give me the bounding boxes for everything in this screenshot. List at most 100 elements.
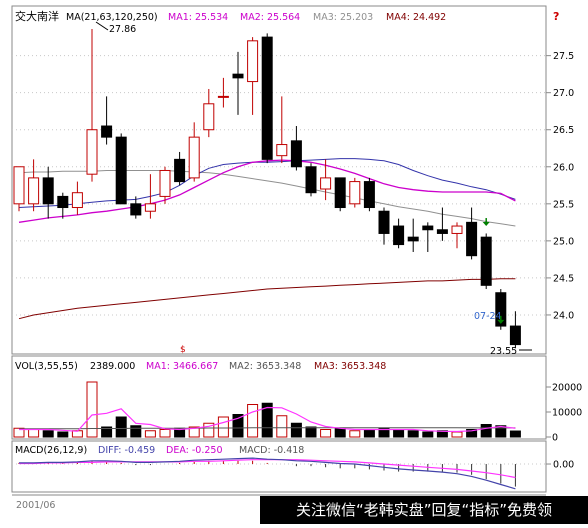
volume-bar	[305, 426, 317, 438]
candle-body	[495, 292, 507, 327]
candle-body	[130, 203, 142, 216]
volume-bar	[232, 414, 244, 438]
candle-body	[466, 221, 478, 257]
candlestick-layer	[13, 28, 521, 349]
candle-body	[290, 140, 302, 168]
candle-body	[436, 229, 448, 234]
candle-body	[276, 144, 288, 157]
ma1-legend: MA1: 25.534	[168, 12, 228, 23]
stock-name: 交大南洋	[15, 9, 59, 23]
volume-bar	[57, 431, 69, 438]
candle-body	[480, 236, 492, 286]
price-tick-label: 26.5	[553, 125, 574, 136]
candle-body	[42, 177, 54, 205]
grid-layer	[12, 55, 546, 465]
volume-bar	[247, 404, 259, 438]
macd-dea-legend: DEA: -0.250	[166, 445, 223, 456]
macd-legend-prefix: MACD(26,12,9)	[15, 445, 87, 456]
candle-body	[115, 136, 127, 205]
ma4-line	[18, 278, 516, 320]
volume-tick-label: 10000	[552, 408, 582, 419]
candle-body	[261, 36, 273, 160]
volume-bar	[188, 426, 200, 438]
volume-ma3-legend: MA3: 3653.348	[314, 361, 386, 372]
volume-bar	[130, 425, 142, 438]
price-tick-label: 25.0	[553, 236, 574, 247]
date-axis-label: 2001/06	[16, 500, 55, 511]
macd-layer	[18, 457, 516, 490]
watermark-banner: 关注微信“老韩实盘”回复“指标”免费领	[260, 496, 588, 524]
volume-bar	[509, 430, 521, 438]
candle-body	[159, 169, 171, 197]
volume-bar	[13, 427, 25, 438]
price-tick-label: 26.0	[553, 162, 574, 173]
macd-value-legend: MACD: -0.418	[239, 445, 304, 456]
volume-bar	[363, 429, 375, 438]
volume-bar	[276, 415, 288, 438]
macd-diff-line	[19, 457, 516, 490]
dividend-marker: $	[180, 345, 186, 355]
candle-body	[378, 210, 390, 234]
sell-signal-arrow	[497, 319, 505, 324]
high-price-annotation: 27.86	[109, 24, 136, 35]
candle-body	[188, 136, 200, 179]
candle-body	[217, 95, 229, 98]
volume-value-legend: 2389.000	[90, 361, 135, 372]
volume-bar	[407, 430, 419, 438]
volume-bar	[28, 429, 40, 438]
volume-bar	[320, 429, 332, 438]
volume-bar	[290, 422, 302, 438]
volume-bar	[393, 429, 405, 438]
candle-body	[13, 166, 25, 205]
candle-body	[144, 203, 156, 212]
candle-body	[28, 177, 40, 205]
price-panel-frame	[11, 5, 547, 355]
volume-bar	[144, 430, 156, 438]
candle-body	[509, 325, 521, 346]
volume-bar	[203, 422, 215, 438]
volume-bar	[86, 381, 98, 438]
volume-bar	[349, 430, 361, 438]
price-legend-prefix: MA(21,63,120,250)	[66, 12, 158, 23]
price-tick-label: 27.0	[553, 88, 574, 99]
volume-ma1-line	[19, 406, 516, 433]
price-tick-label: 25.5	[553, 199, 574, 210]
candle-body	[393, 225, 405, 246]
volume-bar	[422, 431, 434, 438]
candle-body	[232, 73, 244, 79]
candle-body	[422, 225, 434, 231]
volume-bar	[466, 429, 478, 438]
macd-diff-legend: DIFF: -0.459	[98, 445, 155, 456]
candle-body	[101, 125, 113, 138]
volume-bar	[480, 424, 492, 438]
high-annotation-pointer	[95, 21, 109, 31]
macd-tick-label: 0.00	[553, 460, 574, 471]
volume-bar	[451, 431, 463, 438]
candle-body	[203, 103, 215, 131]
candle-body	[71, 192, 83, 209]
candle-body	[349, 181, 361, 205]
candle-body	[363, 181, 375, 209]
price-tick-label: 27.5	[553, 51, 574, 62]
candle-body	[334, 177, 346, 209]
candle-body	[451, 225, 463, 234]
volume-bar	[217, 416, 229, 438]
volume-ma1-legend: MA1: 3466.667	[146, 361, 218, 372]
signal-arrows	[482, 218, 505, 324]
volume-ma2-legend: MA2: 3653.348	[229, 361, 301, 372]
volume-bar	[159, 429, 171, 438]
volume-bar	[115, 416, 127, 438]
volume-legend-prefix: VOL(3,55,55)	[15, 361, 78, 372]
candle-body	[86, 129, 98, 175]
help-icon[interactable]: ?	[553, 10, 559, 23]
candle-body	[174, 158, 186, 183]
ma3-legend: MA3: 25.203	[313, 12, 373, 23]
volume-bar	[495, 425, 507, 438]
ma2-legend: MA2: 25.564	[240, 12, 300, 23]
ma3-line	[18, 170, 516, 227]
volume-ma2-line	[19, 427, 516, 430]
axis-ticks-layer: 27.5 27.0 26.5 26.0 25.5 25.0 24.5 24.0 20000 100…	[546, 51, 582, 471]
ma4-legend: MA4: 24.492	[386, 12, 446, 23]
